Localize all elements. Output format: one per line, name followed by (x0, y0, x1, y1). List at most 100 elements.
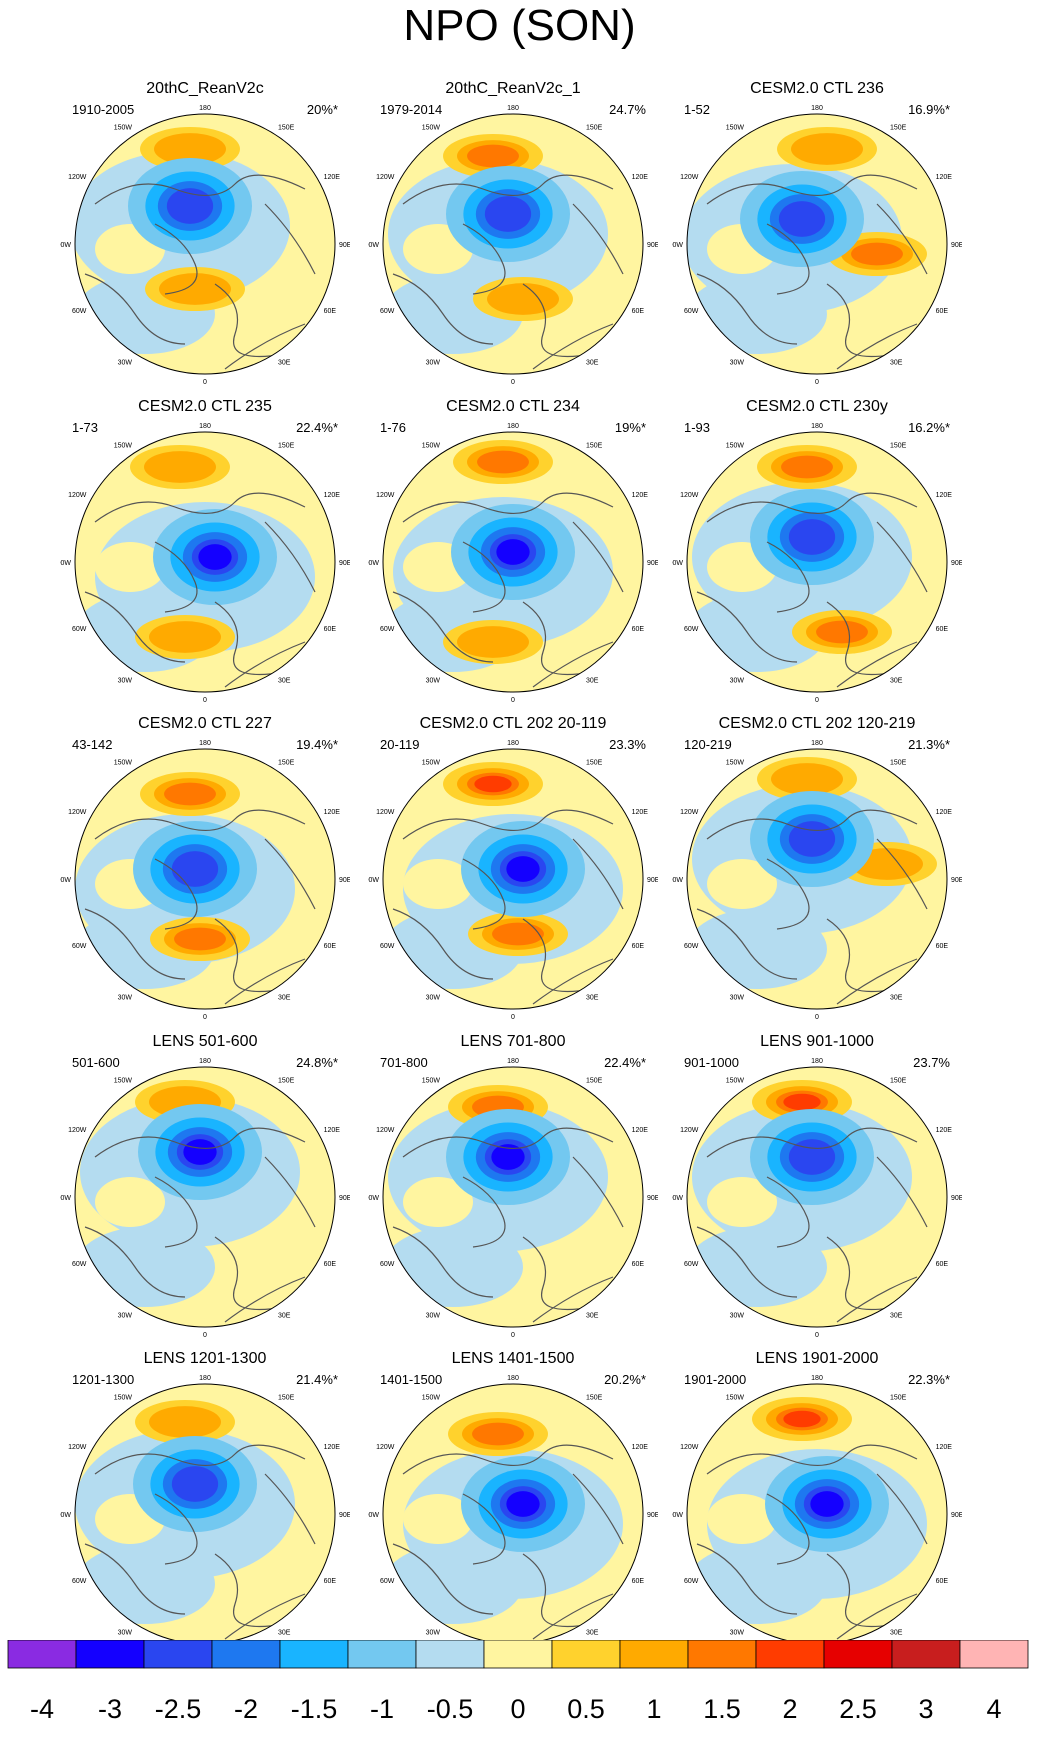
longitude-label: 120E (324, 492, 341, 499)
colorbar-tick-label: 1 (646, 1694, 661, 1724)
longitude-label: 90E (647, 1512, 658, 1519)
coastline (462, 541, 506, 613)
longitude-label: 120E (936, 174, 953, 181)
coastline (84, 908, 186, 980)
coastline (706, 174, 918, 205)
longitude-label: 120E (324, 1444, 341, 1451)
map-panel: CESM2.0 CTL 235 1-73 22.4%* 180 0 150W 150E 120… (60, 398, 350, 708)
coastline (826, 1553, 898, 1628)
longitude-label: 0 (203, 697, 207, 704)
colorbar-tick-label: 0 (510, 1694, 525, 1724)
coastline (224, 1276, 306, 1323)
coastline (462, 223, 506, 295)
polar-map: 180 0 150W 150E 120W 120E 90W 90E 60W 60E 30W 30E (672, 105, 962, 386)
panel-variance-percent: 22.4%* (296, 420, 338, 435)
longitude-label: 120W (68, 1444, 87, 1451)
colorbar-bin (755, 1640, 825, 1669)
polar-map: 180 0 150W 150E 120W 120E 90W 90E 60W 60E 30W 30E (672, 740, 962, 1021)
map-border (686, 748, 948, 1010)
low-anomaly-contour-4 (171, 1466, 219, 1502)
contour-field (75, 1384, 335, 1644)
longitude-label: 150W (422, 1394, 441, 1401)
panel-variance-percent: 16.9%* (908, 102, 950, 117)
secondary-high-anomaly-contour-3 (816, 620, 868, 644)
panel-variance-percent: 19.4%* (296, 737, 338, 752)
longitude-label: 180 (199, 740, 211, 747)
coastline (876, 838, 928, 910)
coastline (224, 958, 306, 1005)
longitude-label: 150E (890, 124, 907, 131)
longitude-label: 120W (680, 174, 699, 181)
longitude-label: 120E (632, 1444, 649, 1451)
coastline (572, 1156, 624, 1228)
colorbar-tick-label: -2 (234, 1694, 258, 1724)
longitude-label: 90E (951, 1512, 962, 1519)
panel-variance-percent: 23.7% (913, 1055, 950, 1070)
coastline (392, 1543, 494, 1615)
longitude-label: 30W (730, 360, 745, 367)
low-anomaly-contour-5 (506, 856, 540, 882)
longitude-label: 90W (60, 877, 71, 884)
coastline (84, 1543, 186, 1615)
neutral-patch (403, 1494, 473, 1544)
longitude-label: 150E (278, 124, 295, 131)
high-anomaly-contour-3 (781, 455, 833, 479)
longitude-label: 120W (680, 492, 699, 499)
longitude-label: 120E (936, 1127, 953, 1134)
coastline (392, 1226, 494, 1298)
low-anomaly-contour-4 (484, 196, 532, 232)
longitude-label: 30W (118, 995, 133, 1002)
panel-title: LENS 1401-1500 (451, 1350, 575, 1367)
coastline (462, 1176, 506, 1248)
colorbar-tick-label: -0.5 (427, 1694, 474, 1724)
longitude-label: 0 (511, 1014, 515, 1021)
longitude-label: 0 (511, 697, 515, 704)
high-anomaly-contour-2 (154, 133, 226, 165)
longitude-label: 60W (684, 1261, 699, 1268)
panel-title: CESM2.0 CTL 202 120-219 (718, 715, 916, 732)
coastline (94, 1127, 306, 1158)
panel-variance-percent: 22.3%* (908, 1372, 950, 1387)
neutral-patch (707, 1494, 777, 1544)
longitude-label: 30E (278, 995, 291, 1002)
map-border (382, 431, 644, 693)
coastline (84, 591, 186, 663)
contour-field (687, 432, 947, 692)
longitude-label: 60E (324, 1578, 337, 1585)
longitude-label: 180 (199, 1375, 211, 1382)
map-border (382, 113, 644, 375)
coastline (532, 1276, 614, 1323)
longitude-label: 150W (422, 759, 441, 766)
longitude-label: 180 (811, 1375, 823, 1382)
longitude-label: 60E (936, 943, 949, 950)
high-anomaly-contour-2 (144, 451, 216, 483)
colorbar-bin (891, 1640, 961, 1669)
map-border (686, 431, 948, 693)
low-anomaly-contour-5 (810, 1491, 844, 1517)
panel-variance-percent: 24.7% (609, 102, 646, 117)
colorbar-bin (7, 1640, 77, 1669)
coastline (696, 273, 798, 345)
coastline (572, 203, 624, 275)
contour-field (383, 114, 643, 374)
coastline (462, 1493, 506, 1565)
map-panel: CESM2.0 CTL 227 43-142 19.4%* 180 0 150W 150E 1… (60, 715, 350, 1025)
coastline (836, 1593, 918, 1640)
longitude-label: 90E (339, 1512, 350, 1519)
low-anomaly-contour-5 (491, 1144, 525, 1170)
panel-title: CESM2.0 CTL 235 (138, 398, 272, 415)
panel-year-range: 43-142 (72, 737, 113, 752)
panel-title: 20thC_ReanV2c_1 (445, 80, 581, 97)
coastline (706, 1444, 918, 1475)
longitude-label: 150E (586, 1394, 603, 1401)
panel-year-range: 701-800 (380, 1055, 428, 1070)
coastline (876, 521, 928, 593)
longitude-label: 180 (811, 740, 823, 747)
low-anomaly-contour-4 (171, 851, 219, 887)
longitude-label: 120E (632, 809, 649, 816)
longitude-label: 90W (368, 1195, 379, 1202)
longitude-label: 150E (890, 759, 907, 766)
map-panel: LENS 701-800 701-800 22.4%* 180 0 150W 150E 120… (368, 1033, 658, 1343)
map-panel: CESM2.0 CTL 230y 1-93 16.2%* 180 0 150W 150E 12… (672, 398, 962, 708)
coastline (696, 908, 798, 980)
